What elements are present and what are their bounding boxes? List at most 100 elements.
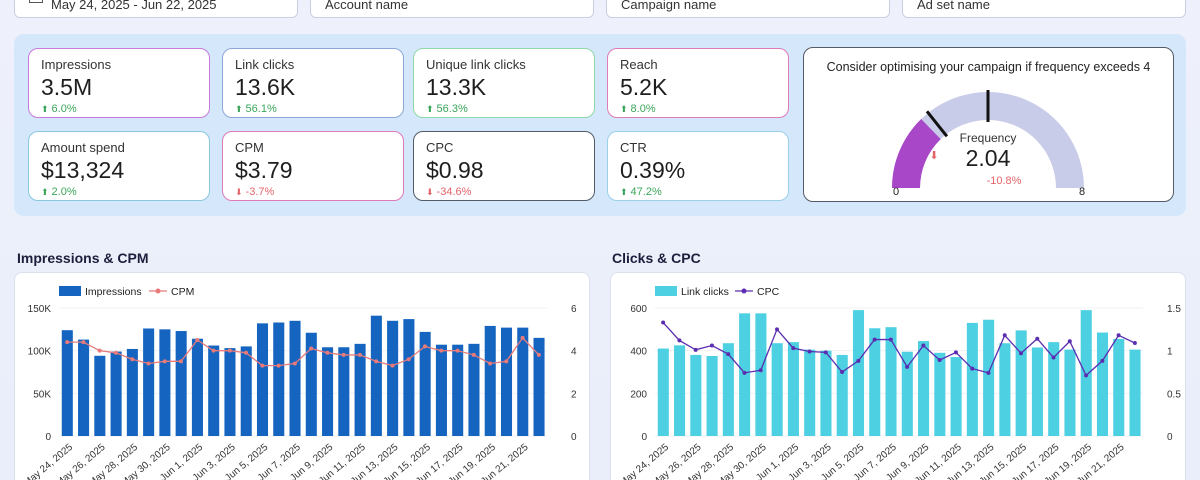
y-tick-label: 400: [630, 347, 647, 358]
bar: [500, 327, 513, 436]
bar: [901, 351, 913, 436]
kpi-change-value: 47.2%: [630, 186, 662, 198]
point: [953, 350, 958, 355]
bar: [1015, 330, 1027, 436]
bar: [78, 339, 90, 436]
arrow-up-icon: ⬆: [41, 186, 49, 197]
kpi-card-reach: Reach 5.2K ⬆ 8.0%: [607, 48, 789, 118]
kpi-card-impressions: Impressions 3.5M ⬆ 6.0%: [28, 48, 210, 118]
arrow-up-icon: ⬆: [426, 103, 434, 114]
y-tick-label: 0: [45, 432, 51, 443]
y2-tick-label: 0: [571, 432, 577, 443]
kpi-value: $0.98: [426, 157, 484, 183]
point: [244, 350, 249, 355]
arrow-down-icon: ⬇: [929, 150, 938, 162]
legend-label: CPC: [757, 286, 780, 298]
point: [709, 343, 714, 348]
bar: [1080, 310, 1092, 436]
account-name-filter[interactable]: Account name: [310, 0, 594, 18]
kpi-value: 3.5M: [41, 74, 93, 100]
gauge-min-label: 0: [893, 186, 899, 198]
kpi-label: Reach: [620, 57, 658, 72]
bar: [804, 349, 816, 436]
bar: [1048, 342, 1060, 436]
kpi-change-value: 2.0%: [51, 186, 77, 198]
clicks-cpc-chart-card: 0 200 400 600 0 0.5 1 1.5 May 24, 2025 May 26, 20…: [610, 272, 1186, 480]
bar: [1031, 347, 1043, 436]
campaign-name-filter[interactable]: Campaign name: [606, 0, 890, 18]
y2-tick-label: 2: [571, 389, 577, 400]
impressions-cpm-chart-card: 0 50K 100K 150K 0 2 4 6 May 24, 2025 May 26, 2025…: [14, 272, 590, 480]
kpi-change: ⬆ 56.3%: [426, 103, 582, 115]
point: [195, 338, 200, 342]
kpi-change: ⬆ 56.1%: [235, 103, 391, 115]
bar: [354, 343, 366, 436]
bar: [159, 329, 171, 436]
bar: [836, 354, 848, 436]
kpi-change-value: 6.0%: [51, 103, 77, 115]
point: [726, 352, 731, 357]
bar: [999, 343, 1011, 436]
point: [677, 338, 682, 343]
point: [471, 352, 476, 357]
kpi-label: Amount spend: [41, 140, 125, 155]
ad-set-name-filter[interactable]: Ad set name: [902, 0, 1186, 18]
bar: [950, 357, 962, 436]
kpi-card-amount-spend: Amount spend $13,324 ⬆ 2.0%: [28, 131, 210, 201]
point: [693, 347, 698, 352]
bar: [1096, 332, 1109, 436]
kpi-card-link-clicks: Link clicks 13.6K ⬆ 56.1%: [222, 48, 404, 118]
bar: [983, 319, 995, 436]
point: [1035, 336, 1040, 341]
bar: [771, 343, 783, 436]
gauge-title: Consider optimising your campaign if fre…: [826, 60, 1151, 74]
point: [1100, 358, 1105, 363]
point: [439, 348, 444, 353]
kpi-change-value: 8.0%: [630, 103, 656, 115]
bar: [273, 322, 285, 436]
bar: [387, 320, 399, 436]
campaign-name-label: Campaign name: [621, 0, 717, 12]
point: [1084, 373, 1089, 378]
series-line: [662, 322, 1136, 377]
y-tick-label: 600: [630, 304, 647, 315]
bar: [175, 331, 187, 436]
point: [856, 358, 861, 363]
point: [775, 327, 779, 332]
arrow-down-icon: ⬇: [426, 186, 434, 197]
bar: [820, 350, 832, 436]
point: [1002, 333, 1007, 338]
series-line: [67, 336, 540, 367]
arrow-down-icon: ⬇: [235, 186, 243, 197]
bar: [517, 327, 529, 436]
bar: [690, 354, 702, 436]
y-tick-label: 100K: [28, 347, 52, 358]
kpi-value: 5.2K: [620, 74, 668, 100]
point: [1019, 351, 1023, 356]
kpi-label: CTR: [620, 140, 647, 155]
bar: [934, 352, 946, 436]
y-tick-label: 0: [641, 432, 647, 443]
point: [130, 357, 135, 362]
point: [1051, 355, 1056, 360]
date-range-filter[interactable]: May 24, 2025 - Jun 22, 2025: [14, 0, 298, 18]
y-tick-label: 200: [630, 389, 647, 400]
y2-tick-label: 0.5: [1167, 389, 1181, 400]
bar: [403, 319, 415, 436]
bar: [240, 346, 252, 436]
bar: [289, 320, 301, 436]
bar: [468, 343, 480, 436]
bar: [370, 315, 382, 436]
kpi-panel: Impressions 3.5M ⬆ 6.0% Link clicks 13.6K ⬆ 56.…: [14, 34, 1186, 216]
point: [81, 340, 86, 345]
point: [260, 363, 265, 368]
impressions-cpm-title: Impressions & CPM: [17, 250, 149, 266]
legend-label: CPM: [171, 286, 194, 298]
gauge-fill: [892, 119, 942, 189]
bar: [419, 331, 431, 436]
point: [325, 350, 330, 355]
bar: [338, 347, 350, 436]
point: [791, 346, 796, 351]
point: [455, 348, 460, 353]
